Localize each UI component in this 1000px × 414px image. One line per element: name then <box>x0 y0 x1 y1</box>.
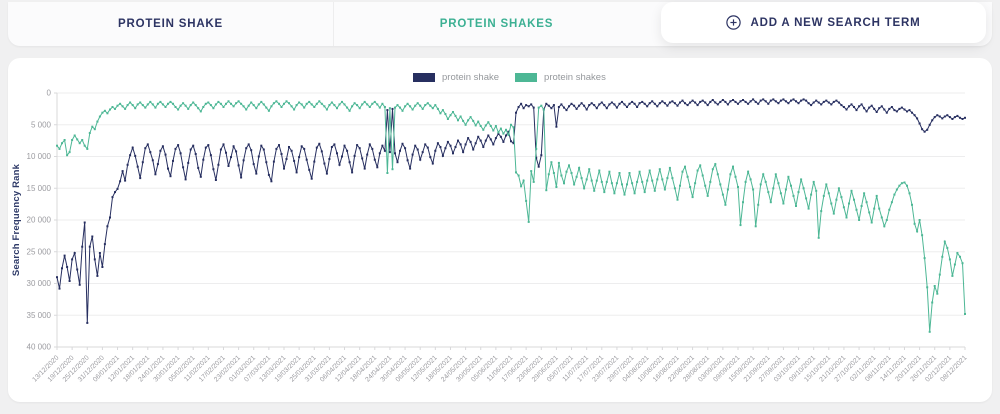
series-protein-shake <box>56 98 966 324</box>
y-axis-title: Search Frequency Rank <box>11 163 22 276</box>
legend-item-protein-shakes[interactable]: protein shakes <box>515 72 606 83</box>
y-tick-label: 0 <box>47 89 52 98</box>
tab-protein-shakes-label: PROTEIN SHAKES <box>439 18 554 30</box>
chart-legend: protein shake protein shakes <box>413 72 606 83</box>
add-search-term-label: ADD A NEW SEARCH TERM <box>750 16 921 29</box>
line-chart: 0 5 000 10 000 15 000 20 000 25 000 30 000 35 0… <box>11 89 969 384</box>
legend-label-protein-shakes: protein shakes <box>544 72 606 83</box>
legend-swatch-protein-shake <box>413 73 435 82</box>
y-tick-label: 25 000 <box>27 247 52 256</box>
legend-label-protein-shake: protein shake <box>442 72 500 83</box>
series-protein-shakes <box>56 100 966 333</box>
y-tick-label: 5 000 <box>31 120 52 129</box>
legend-item-protein-shake[interactable]: protein shake <box>413 72 499 83</box>
add-search-term-button[interactable]: ADD A NEW SEARCH TERM <box>661 2 986 43</box>
legend-swatch-protein-shakes <box>515 73 538 82</box>
tab-protein-shakes[interactable]: PROTEIN SHAKES <box>334 2 659 46</box>
y-tick-label: 30 000 <box>27 279 52 288</box>
y-tick-label: 40 000 <box>27 343 52 352</box>
tab-protein-shake-label: PROTEIN SHAKE <box>117 18 224 30</box>
tab-protein-shake[interactable]: PROTEIN SHAKE <box>8 2 334 46</box>
y-tick-label: 15 000 <box>27 184 52 193</box>
search-term-tabs: PROTEIN SHAKE PROTEIN SHAKES ADD A NEW S… <box>8 2 992 46</box>
plus-circle-icon <box>726 15 742 30</box>
chart-card: protein shake protein shakes 0 5 000 10 00… <box>8 58 992 402</box>
y-tick-label: 35 000 <box>27 311 52 320</box>
y-tick-label: 10 000 <box>27 152 52 161</box>
y-tick-label: 20 000 <box>27 216 52 225</box>
